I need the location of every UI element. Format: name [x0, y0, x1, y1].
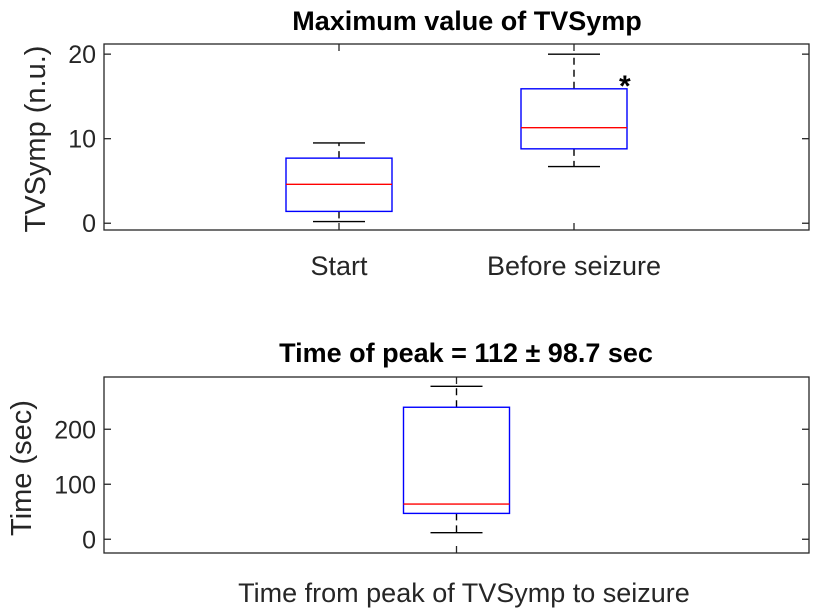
panel-1-boxes: *: [285, 53, 631, 223]
y-tick-label: 10: [68, 126, 96, 154]
x-tick-label: Start: [310, 251, 368, 281]
panel-1-x-ticks: Start Before seizure: [310, 44, 661, 281]
panel-1-title: Maximum value of TVSymp: [292, 6, 642, 36]
significance-marker: *: [619, 70, 631, 103]
iqr-box: [520, 88, 628, 150]
x-tick-label: Before seizure: [487, 251, 661, 281]
panel-2-ylabel: Time (sec): [6, 400, 38, 536]
y-tick-label: 100: [54, 471, 96, 499]
panel-2-title: Time of peak = 112 ± 98.7 sec: [279, 338, 653, 368]
y-tick-label: 0: [82, 526, 96, 554]
panel-2-xlabel: Time from peak of TVSymp to seizure: [238, 578, 690, 608]
box-1: *: [520, 53, 631, 168]
box-0: [285, 142, 393, 223]
panel-1-ylabel: TVSymp (n.u.): [20, 46, 52, 233]
y-tick-label: 0: [82, 210, 96, 238]
panel-1-axes-box: [103, 43, 810, 231]
y-tick-label: 20: [68, 41, 96, 69]
panel-1: Maximum value of TVSymp TVSymp (n.u.) 0 1…: [20, 6, 810, 281]
y-tick-label: 200: [54, 416, 96, 444]
panel-2-y-ticks: 0 100 200: [54, 416, 809, 554]
panel-2: Time of peak = 112 ± 98.7 sec Time (sec)…: [6, 338, 810, 608]
panel-1-y-ticks: 0 10 20: [68, 41, 809, 238]
panel-2-boxes: [402, 385, 511, 534]
iqr-box: [402, 406, 511, 515]
box-0: [402, 385, 511, 534]
